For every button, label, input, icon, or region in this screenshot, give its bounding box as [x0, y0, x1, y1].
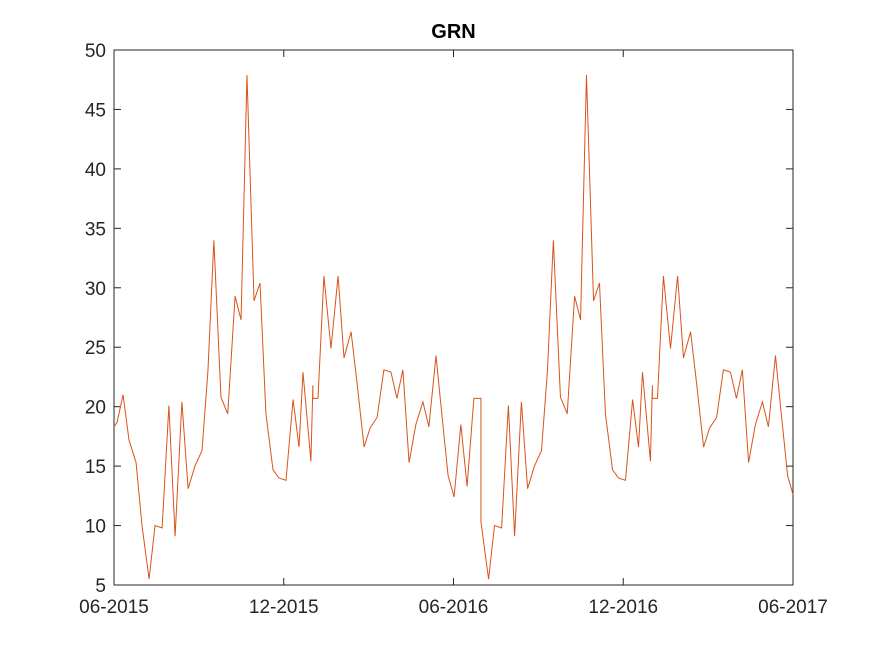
y-tick-label: 30 — [85, 279, 106, 300]
y-tick-label: 5 — [95, 576, 106, 597]
y-tick-label: 50 — [85, 41, 106, 62]
x-tick-label: 12-2015 — [249, 597, 319, 618]
y-tick-label: 45 — [85, 100, 106, 121]
data-line — [113, 74, 794, 580]
plot-area — [113, 49, 794, 586]
x-tick-label: 06-2017 — [758, 597, 828, 618]
x-tick-label: 12-2016 — [588, 597, 658, 618]
x-tick-label: 06-2015 — [79, 597, 149, 618]
x-tick-label: 06-2016 — [419, 597, 489, 618]
y-tick-label: 35 — [85, 219, 106, 240]
y-tick-label: 15 — [85, 457, 106, 478]
y-tick-label: 25 — [85, 338, 106, 359]
chart-title: GRN — [431, 21, 475, 43]
y-tick-label: 40 — [85, 160, 106, 181]
y-tick-label: 20 — [85, 398, 106, 419]
y-tick-label: 10 — [85, 517, 106, 538]
